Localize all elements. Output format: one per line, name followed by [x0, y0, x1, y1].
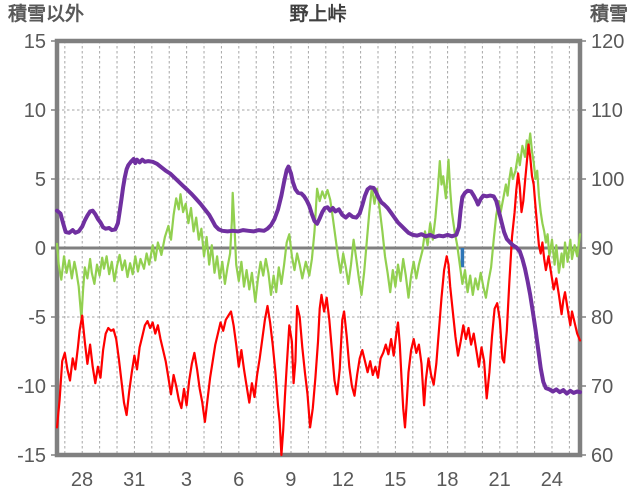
x-axis-tick-label: 31 [123, 469, 145, 491]
left-axis-tick-label: 10 [24, 100, 46, 122]
left-axis-tick-label: 5 [35, 169, 46, 191]
x-axis-tick-label: 3 [181, 469, 192, 491]
left-axis-title: 積雪以外 [8, 4, 85, 25]
left-axis-tick-label: -10 [17, 376, 46, 398]
x-axis-tick-label: 24 [541, 469, 563, 491]
purple-series-line [55, 157, 582, 396]
x-axis-tick-label: 21 [488, 469, 510, 491]
right-axis-tick-label: 80 [591, 307, 613, 329]
right-axis-title: 積雪 [589, 4, 628, 25]
x-axis-tick-label: 9 [285, 469, 296, 491]
left-axis-tick-label: -15 [17, 445, 46, 467]
x-axis-tick-label: 12 [332, 469, 354, 491]
x-axis-tick-label: 15 [384, 469, 406, 491]
right-axis-tick-label: 110 [591, 100, 623, 122]
x-axis-tick-label: 18 [436, 469, 458, 491]
right-axis-tick-label: 60 [591, 445, 613, 467]
x-axis-tick-label: 6 [233, 469, 244, 491]
green-series-line [55, 132, 582, 320]
x-axis-tick-label: 28 [71, 469, 93, 491]
left-axis-tick-label: 0 [35, 238, 46, 260]
right-axis-tick-label: 120 [591, 31, 624, 53]
left-axis-tick-label: 15 [24, 31, 46, 53]
blue-bar [460, 248, 465, 268]
right-axis-tick-label: 100 [591, 169, 624, 191]
right-axis-tick-label: 90 [591, 238, 613, 260]
right-axis-tick-label: 70 [591, 376, 613, 398]
red-series-line [55, 143, 582, 457]
left-axis-tick-label: -5 [28, 307, 46, 329]
